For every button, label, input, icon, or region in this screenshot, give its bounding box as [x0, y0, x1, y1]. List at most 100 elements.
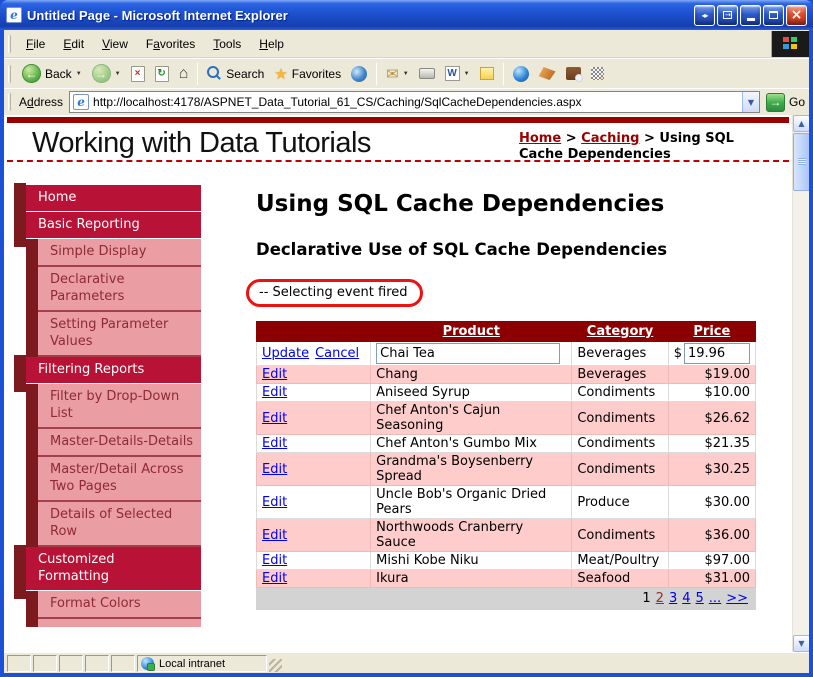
product-input[interactable]	[376, 343, 561, 364]
sidebar-item-filtering-reports[interactable]: Filtering Reports	[14, 355, 201, 392]
stop-button[interactable]: ×	[126, 64, 150, 84]
pager-ellipsis-link[interactable]: ...	[708, 591, 722, 606]
status-pane	[85, 655, 109, 672]
home-button[interactable]: ⌂	[174, 65, 194, 83]
edit-link[interactable]: Edit	[262, 367, 288, 382]
menu-edit[interactable]: Edit	[63, 36, 85, 51]
category-cell: Produce	[571, 485, 669, 519]
minimize-button[interactable]	[740, 4, 761, 26]
forward-button[interactable]: → ▼	[87, 62, 126, 85]
back-button[interactable]: ← Back ▼	[17, 62, 87, 85]
edit-link[interactable]: Edit	[262, 436, 288, 451]
pop-out-icon	[723, 11, 732, 19]
edit-with-word-button[interactable]: W ▼	[440, 64, 475, 83]
address-input[interactable]	[93, 93, 738, 111]
messenger-button[interactable]	[508, 64, 534, 84]
sidebar-item-details-of-selected-row[interactable]: Details of Selected Row	[26, 502, 201, 547]
sidebar-item-simple-display[interactable]: Simple Display	[26, 239, 201, 267]
sidebar-item-filter-by-dropdown-list[interactable]: Filter by Drop-Down List	[26, 384, 201, 429]
discuss-button[interactable]	[475, 65, 499, 82]
favorites-button[interactable]: ★ Favorites	[269, 63, 346, 85]
sidebar-item-customized-formatting[interactable]: Customized Formatting	[14, 545, 201, 599]
address-dropdown-button[interactable]: ▼	[741, 92, 759, 112]
menu-favorites[interactable]: Favorites	[145, 36, 196, 51]
toolbar-grip[interactable]	[8, 64, 11, 83]
menu-file[interactable]: File	[26, 36, 46, 51]
price-cell: $21.35	[667, 434, 757, 453]
table-row: Edit Uncle Bob's Organic Dried Pears Pro…	[255, 485, 757, 519]
price-cell: $30.25	[667, 452, 757, 486]
sidebar-item-setting-parameter-values[interactable]: Setting Parameter Values	[26, 312, 201, 357]
edit-link[interactable]: Edit	[262, 527, 288, 543]
breadcrumb-separator: >	[643, 131, 655, 146]
toolbar-grip[interactable]	[8, 93, 11, 111]
edit-link[interactable]: Edit	[262, 571, 288, 586]
scroll-up-button[interactable]: ▲	[793, 115, 809, 132]
update-link[interactable]: Update	[262, 346, 310, 361]
sub-marker	[26, 429, 38, 457]
sidebar-item-declarative-parameters[interactable]: Declarative Parameters	[26, 267, 201, 312]
category-cell: Condiments	[571, 452, 669, 486]
product-sort-link[interactable]: Product	[442, 324, 500, 339]
sidebar-item-format-colors[interactable]: Format Colors	[26, 591, 201, 619]
table-row: Edit Mishi Kobe Niku Meat/Poultry $97.00	[255, 551, 757, 570]
resize-grip[interactable]	[269, 659, 282, 672]
print-button[interactable]	[414, 66, 440, 81]
toolbar-separator	[376, 62, 378, 85]
window-controls: ◂▸ ×	[694, 4, 807, 26]
pager-page-link[interactable]: 5	[695, 591, 704, 606]
vertical-scrollbar[interactable]: ▲ ▼	[792, 115, 809, 652]
pager-page-link[interactable]: 3	[668, 591, 678, 606]
resize-arrows-button[interactable]: ◂▸	[694, 4, 715, 26]
scrollbar-thumb[interactable]	[793, 133, 809, 191]
close-button[interactable]: ×	[786, 4, 807, 26]
category-cell: Condiments	[571, 434, 669, 453]
breadcrumb-caching-link[interactable]: Caching	[581, 131, 640, 146]
category-sort-link[interactable]: Category	[586, 324, 654, 339]
toolbar-grip[interactable]	[8, 34, 11, 53]
edit-link[interactable]: Edit	[262, 385, 288, 400]
sidebar-item-home[interactable]: Home	[14, 183, 201, 220]
product-cell: Chang	[370, 365, 573, 384]
product-cell: Uncle Bob's Organic Dried Pears	[370, 485, 573, 519]
go-button[interactable]: → Go	[765, 92, 805, 112]
history-icon	[351, 65, 368, 82]
maximize-icon	[769, 11, 778, 19]
price-sort-link[interactable]: Price	[693, 324, 731, 339]
pager-page-link[interactable]: 4	[682, 591, 691, 606]
scroll-down-button[interactable]: ▼	[793, 635, 809, 652]
menu-help[interactable]: Help	[259, 36, 284, 51]
edit-link[interactable]: Edit	[262, 553, 288, 568]
pager-next-link[interactable]: >>	[726, 591, 748, 606]
table-row: Edit Grandma's Boysenberry Spread Condim…	[255, 452, 757, 486]
mail-dropdown-icon: ▼	[402, 70, 409, 77]
menu-view[interactable]: View	[102, 36, 128, 51]
mail-icon: ✉	[386, 65, 399, 83]
refresh-button[interactable]: ↻	[150, 64, 174, 84]
site-title: Working with Data Tutorials	[32, 127, 371, 159]
encarta-button[interactable]	[561, 65, 586, 82]
edit-link[interactable]: Edit	[262, 410, 288, 426]
maximize-button[interactable]	[763, 4, 784, 26]
sidebar-item-master-detail-across-two-pages[interactable]: Master/Detail Across Two Pages	[26, 457, 201, 502]
category-cell: Condiments	[571, 401, 669, 435]
breadcrumb-home-link[interactable]: Home	[519, 131, 562, 146]
home-icon: ⌂	[178, 64, 189, 82]
page-icon: e	[73, 94, 90, 110]
history-button[interactable]	[346, 64, 372, 84]
research-button[interactable]	[534, 65, 561, 82]
mail-button[interactable]: ✉ ▼	[381, 63, 414, 85]
menu-tools[interactable]: Tools	[213, 36, 242, 51]
price-input[interactable]	[683, 343, 750, 364]
pop-out-button[interactable]	[717, 4, 738, 26]
sidebar-item-basic-reporting[interactable]: Basic Reporting	[14, 210, 201, 247]
sidebar-item-master-details-details[interactable]: Master-Details-Details	[26, 429, 201, 457]
cancel-link[interactable]: Cancel	[315, 346, 360, 361]
pager-page-link[interactable]: 2	[655, 591, 664, 606]
edit-link[interactable]: Edit	[262, 461, 288, 477]
status-pane	[33, 655, 57, 672]
search-button[interactable]: Search	[202, 64, 269, 83]
edit-link[interactable]: Edit	[262, 494, 288, 510]
addon-grid-button[interactable]	[586, 65, 609, 82]
grid-bolt-icon	[590, 67, 604, 80]
